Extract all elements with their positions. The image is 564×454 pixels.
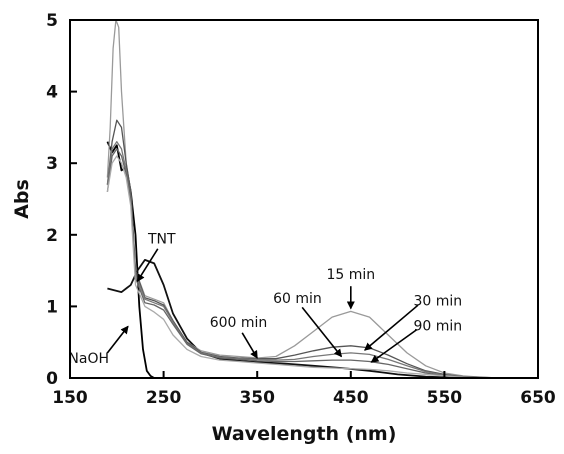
series-line-90-min: [106, 148, 501, 379]
annotation-arrow-tnt: [136, 248, 159, 283]
y-tick-label: 0: [46, 369, 58, 389]
annotation-arrow-naoh: [106, 325, 129, 354]
annotation-label-60-min: 60 min: [273, 291, 322, 307]
y-tick-label: 4: [46, 83, 58, 103]
annotation-90-min: 90 min: [370, 319, 463, 363]
x-tick-label: 150: [52, 388, 88, 408]
series-line-naoh: [106, 141, 155, 379]
x-tick-label: 650: [520, 388, 556, 408]
x-tick-label: 350: [239, 388, 275, 408]
x-tick-label: 450: [333, 388, 369, 408]
annotation-arrow-30-min: [364, 304, 419, 351]
series-line-600-min: [106, 155, 501, 379]
annotation-60-min: 60 min: [273, 291, 343, 358]
series-layer: [106, 19, 501, 379]
x-tick-label: 250: [146, 388, 182, 408]
annotation-label-naoh: NaOH: [68, 351, 109, 367]
plot-frame: [69, 19, 539, 379]
annotation-label-600-min: 600 min: [210, 315, 268, 331]
annotation-arrow-90-min: [370, 328, 418, 363]
series-line-15-min: [106, 19, 501, 379]
x-axis-title: Wavelength (nm): [212, 423, 397, 445]
annotation-naoh: NaOH: [68, 325, 129, 367]
annotation-15-min: 15 min: [326, 267, 375, 310]
annotation-30-min: 30 min: [364, 294, 463, 351]
y-tick-label: 2: [46, 226, 58, 246]
annotation-arrow-600-min: [241, 332, 258, 359]
y-tick-label: 5: [46, 11, 58, 31]
annotation-label-tnt: TNT: [147, 231, 176, 247]
y-tick-label: 1: [46, 297, 58, 317]
series-line-60-min: [106, 141, 501, 379]
series-line-30-min: [106, 119, 501, 379]
annotation-tnt: TNT: [136, 231, 176, 283]
annotation-label-90-min: 90 min: [414, 319, 463, 335]
x-tick-label: 550: [427, 388, 463, 408]
annotation-label-30-min: 30 min: [414, 294, 463, 310]
y-tick-label: 3: [46, 154, 58, 174]
tick-layer: 150 250 350 450 550 650 0 1 2 3 4 5: [46, 11, 556, 408]
series-line-tnt: [107, 259, 482, 379]
annotation-label-15-min: 15 min: [326, 267, 375, 283]
annotation-arrow-60-min: [301, 306, 343, 358]
annotation-600-min: 600 min: [210, 315, 268, 359]
y-axis-title: Abs: [11, 179, 33, 219]
